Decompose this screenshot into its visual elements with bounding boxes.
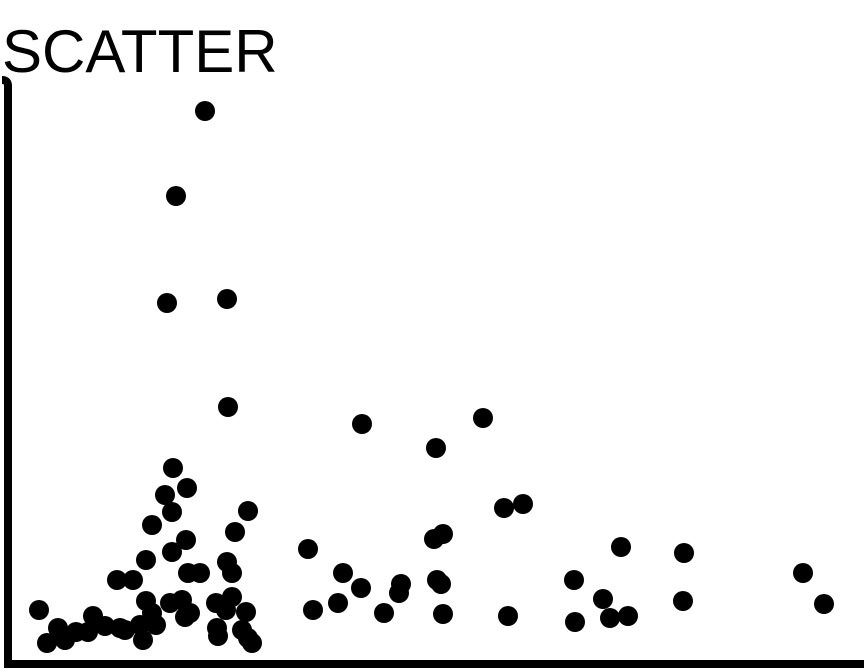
point bbox=[218, 397, 238, 417]
point bbox=[565, 612, 585, 632]
point bbox=[222, 563, 242, 583]
point bbox=[37, 633, 57, 653]
point bbox=[564, 570, 584, 590]
point bbox=[236, 602, 256, 622]
point bbox=[162, 542, 182, 562]
point bbox=[242, 633, 262, 653]
point bbox=[166, 186, 186, 206]
point bbox=[123, 570, 143, 590]
point bbox=[433, 604, 453, 624]
point bbox=[216, 600, 236, 620]
point bbox=[351, 578, 371, 598]
point bbox=[157, 293, 177, 313]
point bbox=[146, 615, 166, 635]
point bbox=[473, 408, 493, 428]
point bbox=[29, 600, 49, 620]
point bbox=[78, 622, 98, 642]
point bbox=[424, 529, 444, 549]
point bbox=[195, 101, 215, 121]
point bbox=[513, 494, 533, 514]
point bbox=[374, 603, 394, 623]
y-axis bbox=[1, 76, 12, 664]
point bbox=[303, 600, 323, 620]
point bbox=[600, 608, 620, 628]
point bbox=[155, 485, 175, 505]
point bbox=[389, 583, 409, 603]
point bbox=[333, 563, 353, 583]
point bbox=[55, 630, 75, 650]
point bbox=[133, 630, 153, 650]
chart-title: SCATTER bbox=[2, 18, 278, 85]
point bbox=[107, 570, 127, 590]
point bbox=[298, 539, 318, 559]
point bbox=[176, 530, 196, 550]
point bbox=[142, 515, 162, 535]
point bbox=[175, 607, 195, 627]
point bbox=[225, 522, 245, 542]
point bbox=[498, 606, 518, 626]
point bbox=[115, 620, 135, 640]
point bbox=[611, 537, 631, 557]
point bbox=[793, 563, 813, 583]
point bbox=[238, 501, 258, 521]
point bbox=[494, 498, 514, 518]
point bbox=[136, 550, 156, 570]
point bbox=[673, 591, 693, 611]
point bbox=[162, 502, 182, 522]
point bbox=[190, 563, 210, 583]
point bbox=[95, 616, 115, 636]
point bbox=[814, 594, 834, 614]
point bbox=[593, 589, 613, 609]
point bbox=[431, 574, 451, 594]
point bbox=[328, 593, 348, 613]
point bbox=[426, 438, 446, 458]
point bbox=[618, 606, 638, 626]
point bbox=[352, 414, 372, 434]
point bbox=[177, 478, 197, 498]
point bbox=[208, 626, 228, 646]
point bbox=[674, 543, 694, 563]
point bbox=[217, 289, 237, 309]
point bbox=[163, 458, 183, 478]
